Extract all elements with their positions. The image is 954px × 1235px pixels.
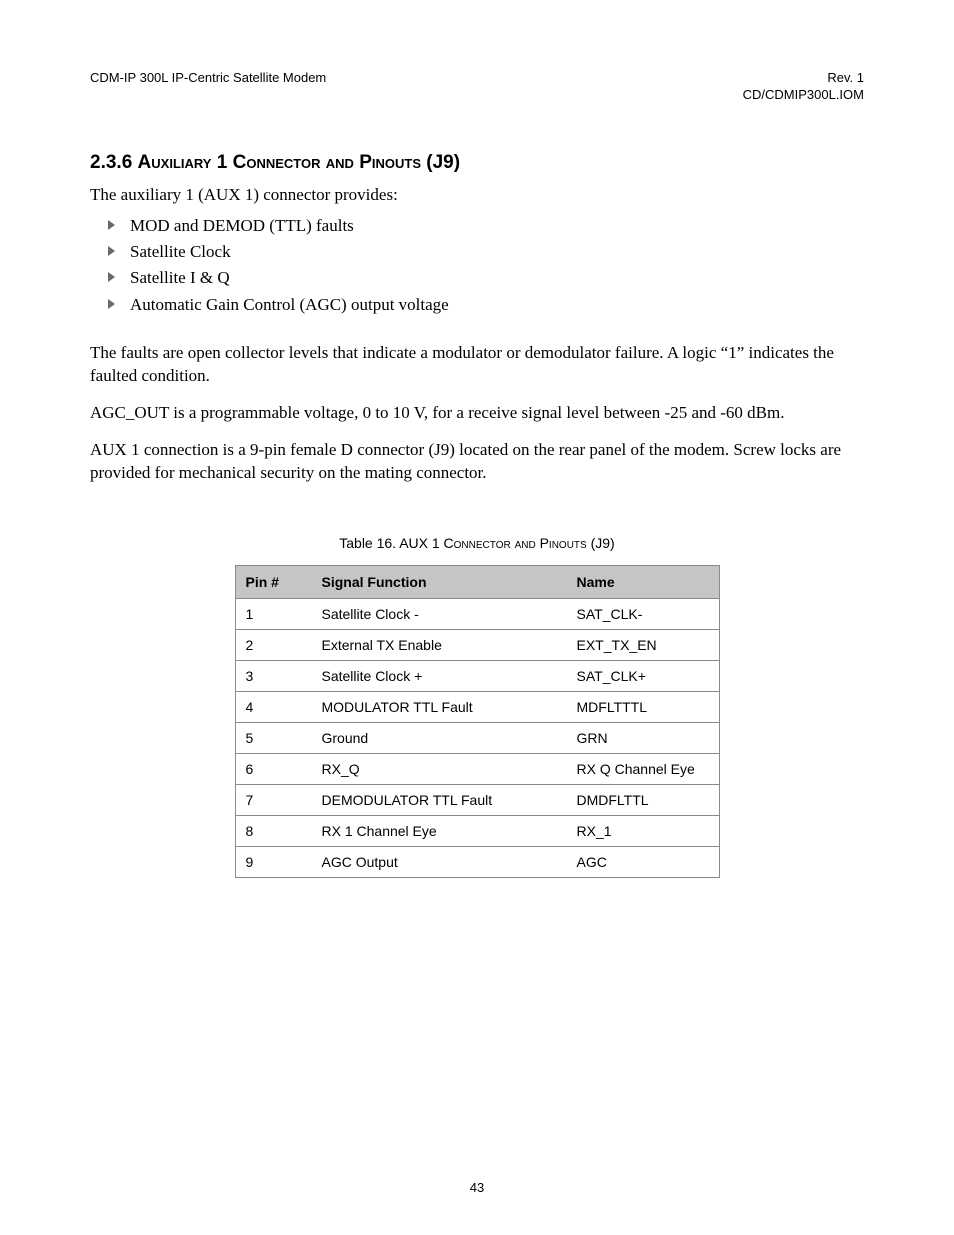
intro-text: The auxiliary 1 (AUX 1) connector provid… bbox=[90, 184, 864, 207]
list-item: Satellite Clock bbox=[108, 239, 864, 265]
bullet-text: Satellite I & Q bbox=[130, 268, 230, 287]
body-paragraph: AUX 1 connection is a 9-pin female D con… bbox=[90, 439, 864, 485]
table-row: 3 Satellite Clock + SAT_CLK+ bbox=[235, 660, 719, 691]
cell-name: SAT_CLK+ bbox=[567, 660, 720, 691]
cell-name: MDFLTTTL bbox=[567, 691, 720, 722]
section-number: 2.3.6 bbox=[90, 152, 132, 173]
cell-pin: 9 bbox=[235, 846, 312, 877]
table-row: 2 External TX Enable EXT_TX_EN bbox=[235, 629, 719, 660]
bullet-text: Automatic Gain Control (AGC) output volt… bbox=[130, 295, 449, 314]
section-title-1: Auxiliary bbox=[138, 152, 212, 173]
table-body: 1 Satellite Clock - SAT_CLK- 2 External … bbox=[235, 598, 719, 877]
cell-pin: 5 bbox=[235, 722, 312, 753]
table-row: 1 Satellite Clock - SAT_CLK- bbox=[235, 598, 719, 629]
col-header-name: Name bbox=[567, 565, 720, 598]
cell-pin: 4 bbox=[235, 691, 312, 722]
cell-name: AGC bbox=[567, 846, 720, 877]
header-docid: CD/CDMIP300L.IOM bbox=[743, 87, 864, 104]
list-item: Satellite I & Q bbox=[108, 265, 864, 291]
header-right: Rev. 1 CD/CDMIP300L.IOM bbox=[743, 70, 864, 104]
page-header: CDM-IP 300L IP-Centric Satellite Modem R… bbox=[90, 70, 864, 104]
cell-pin: 3 bbox=[235, 660, 312, 691]
header-left: CDM-IP 300L IP-Centric Satellite Modem bbox=[90, 70, 326, 104]
cell-pin: 7 bbox=[235, 784, 312, 815]
cell-signal: Satellite Clock - bbox=[312, 598, 567, 629]
list-item: Automatic Gain Control (AGC) output volt… bbox=[108, 292, 864, 318]
section-heading: 2.3.6 Auxiliary 1 Connector and Pinouts … bbox=[90, 152, 864, 174]
cell-signal: RX 1 Channel Eye bbox=[312, 815, 567, 846]
pinout-table: Pin # Signal Function Name 1 Satellite C… bbox=[235, 565, 720, 878]
cell-signal: Satellite Clock + bbox=[312, 660, 567, 691]
cell-name: GRN bbox=[567, 722, 720, 753]
cell-name: SAT_CLK- bbox=[567, 598, 720, 629]
table-row: 5 Ground GRN bbox=[235, 722, 719, 753]
table-row: 9 AGC Output AGC bbox=[235, 846, 719, 877]
col-header-pin: Pin # bbox=[235, 565, 312, 598]
body-paragraph: The faults are open collector levels tha… bbox=[90, 342, 864, 388]
triangle-icon bbox=[108, 299, 115, 309]
cell-name: RX_1 bbox=[567, 815, 720, 846]
section-title-suffix: (J9) bbox=[426, 152, 460, 173]
cell-name: DMDFLTTL bbox=[567, 784, 720, 815]
table-header-row: Pin # Signal Function Name bbox=[235, 565, 719, 598]
cell-signal: External TX Enable bbox=[312, 629, 567, 660]
body-paragraph: AGC_OUT is a programmable voltage, 0 to … bbox=[90, 402, 864, 425]
section-title-2: 1 bbox=[217, 152, 228, 173]
document-page: CDM-IP 300L IP-Centric Satellite Modem R… bbox=[0, 0, 954, 1235]
cell-pin: 1 bbox=[235, 598, 312, 629]
table-caption: Table 16. AUX 1 Connector and Pinouts (J… bbox=[90, 535, 864, 551]
triangle-icon bbox=[108, 272, 115, 282]
caption-prefix: Table 16. AUX 1 bbox=[339, 535, 439, 551]
cell-signal: Ground bbox=[312, 722, 567, 753]
cell-pin: 2 bbox=[235, 629, 312, 660]
page-number: 43 bbox=[0, 1180, 954, 1195]
cell-signal: AGC Output bbox=[312, 846, 567, 877]
triangle-icon bbox=[108, 220, 115, 230]
caption-sc: Connector and Pinouts bbox=[444, 535, 587, 551]
table-row: 7 DEMODULATOR TTL Fault DMDFLTTL bbox=[235, 784, 719, 815]
caption-suffix: (J9) bbox=[591, 535, 615, 551]
bullet-text: Satellite Clock bbox=[130, 242, 231, 261]
cell-name: RX Q Channel Eye bbox=[567, 753, 720, 784]
table-row: 4 MODULATOR TTL Fault MDFLTTTL bbox=[235, 691, 719, 722]
header-rev: Rev. 1 bbox=[743, 70, 864, 87]
col-header-signal: Signal Function bbox=[312, 565, 567, 598]
bullet-list: MOD and DEMOD (TTL) faults Satellite Clo… bbox=[90, 213, 864, 318]
cell-signal: DEMODULATOR TTL Fault bbox=[312, 784, 567, 815]
table-row: 8 RX 1 Channel Eye RX_1 bbox=[235, 815, 719, 846]
bullet-text: MOD and DEMOD (TTL) faults bbox=[130, 216, 354, 235]
cell-pin: 6 bbox=[235, 753, 312, 784]
cell-signal: MODULATOR TTL Fault bbox=[312, 691, 567, 722]
table-row: 6 RX_Q RX Q Channel Eye bbox=[235, 753, 719, 784]
section-title-3: Connector and Pinouts bbox=[233, 152, 421, 173]
cell-signal: RX_Q bbox=[312, 753, 567, 784]
cell-pin: 8 bbox=[235, 815, 312, 846]
list-item: MOD and DEMOD (TTL) faults bbox=[108, 213, 864, 239]
cell-name: EXT_TX_EN bbox=[567, 629, 720, 660]
triangle-icon bbox=[108, 246, 115, 256]
